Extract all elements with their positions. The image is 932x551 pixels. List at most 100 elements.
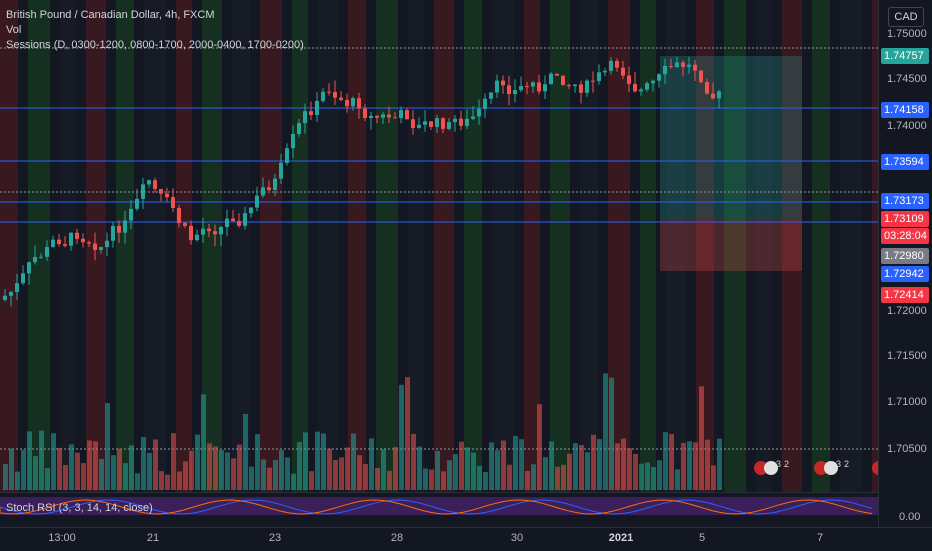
stoch-rsi-legend[interactable]: Stoch RSI (3, 3, 14, 14, close) [6, 502, 153, 514]
volume-bar [117, 448, 122, 490]
volume-bar [507, 464, 512, 490]
volume-bar [459, 441, 464, 490]
volume-bar [645, 462, 650, 490]
chart-area[interactable]: British Pound / Canadian Dollar, 4h, FXC… [0, 0, 878, 492]
volume-bar [27, 431, 32, 490]
currency-button[interactable]: CAD [888, 7, 924, 27]
volume-bar [717, 438, 722, 490]
rsi-line [0, 499, 873, 515]
volume-bar [153, 439, 158, 490]
candle-body [585, 80, 589, 93]
session-band [580, 0, 598, 492]
price-chart[interactable] [0, 0, 878, 492]
time-label: 13:00 [48, 532, 76, 544]
candle-body [471, 116, 475, 119]
rsi-band [0, 497, 878, 515]
volume-bar [675, 469, 680, 490]
volume-bar [555, 466, 560, 490]
volume-bar [639, 463, 644, 490]
session-band [348, 0, 366, 492]
time-label: 5 [698, 532, 706, 544]
volume-bar [15, 471, 20, 490]
candle-body [711, 93, 715, 99]
flag-icon[interactable]: 3 2 [812, 460, 852, 476]
candle-body [15, 283, 19, 292]
volume-bar [333, 459, 338, 490]
volume-bar [105, 402, 110, 490]
price-label: 1.73594 [881, 154, 929, 170]
session-band [202, 0, 222, 492]
volume-bar [429, 469, 434, 490]
session-band [724, 0, 746, 492]
volume-bar [579, 445, 584, 490]
session-band [376, 0, 398, 492]
volume-bar [201, 394, 206, 490]
flag-icon[interactable]: 3 2 [752, 460, 792, 476]
candle-body [333, 92, 337, 98]
volume-bar [9, 448, 14, 490]
candle-body [243, 213, 247, 226]
volume-bar [465, 447, 470, 490]
candle-body [693, 64, 697, 71]
volume-bar [693, 442, 698, 490]
candle-body [639, 89, 643, 92]
rsi-tick: 0.00 [899, 511, 921, 523]
volume-bar [435, 451, 440, 490]
time-axis[interactable]: 13:00 21 23 28 30 2021 5 7 [0, 527, 932, 551]
candle-body [657, 74, 661, 81]
volume-bar [135, 473, 140, 490]
volume-legend[interactable]: Vol [6, 24, 22, 36]
candle-body [501, 80, 505, 86]
volume-bar [207, 443, 212, 490]
session-band [550, 0, 570, 492]
candle-body [105, 240, 109, 248]
candle-body [435, 118, 439, 127]
volume-bar [63, 464, 68, 490]
volume-bar [573, 443, 578, 490]
volume-bar [33, 456, 38, 490]
flag-icon[interactable] [872, 460, 878, 476]
volume-bar [381, 449, 386, 490]
candle-body [297, 123, 301, 134]
volume-bar [387, 470, 392, 490]
candle-body [303, 111, 307, 124]
volume-bar [525, 470, 530, 490]
candle-body [381, 114, 385, 118]
session-band [782, 0, 802, 492]
volume-bar [147, 453, 152, 490]
volume-bar [627, 448, 632, 490]
volume-bar [495, 450, 500, 490]
price-axis[interactable]: CAD 1.75000 1.74500 1.74000 1.72000 1.71… [878, 0, 932, 527]
price-tick: 1.71500 [887, 350, 927, 362]
candle-body [579, 84, 583, 93]
price-label: 1.73173 [881, 193, 929, 209]
volume-bar [357, 455, 362, 490]
volume-bar [93, 441, 98, 490]
candle-body [591, 80, 595, 82]
candle-body [609, 60, 613, 71]
volume-bar [255, 434, 260, 490]
volume-bar [537, 404, 542, 490]
candle-body [249, 207, 253, 214]
candle-body [57, 239, 61, 245]
sessions-legend[interactable]: Sessions (D, 0300-1200, 0800-1700, 2000-… [6, 39, 304, 51]
volume-bar [267, 467, 272, 490]
volume-bar [81, 463, 86, 490]
candle-body [279, 162, 283, 179]
candle-body [507, 85, 511, 95]
candle-body [339, 97, 343, 100]
candle-body [603, 70, 607, 73]
session-band [840, 0, 862, 492]
candle-body [51, 239, 55, 247]
symbol-legend[interactable]: British Pound / Canadian Dollar, 4h, FXC… [6, 9, 215, 21]
rsi-line [0, 499, 873, 515]
candle-body [459, 118, 463, 126]
candle-body [135, 198, 139, 209]
volume-bar [483, 471, 488, 490]
volume-bar [561, 464, 566, 490]
candle-body [387, 114, 391, 118]
stoch-rsi-pane[interactable]: Stoch RSI (3, 3, 14, 14, close) [0, 492, 878, 528]
candle-body [273, 178, 277, 191]
candle-body [417, 124, 421, 128]
volume-bar [261, 459, 266, 490]
